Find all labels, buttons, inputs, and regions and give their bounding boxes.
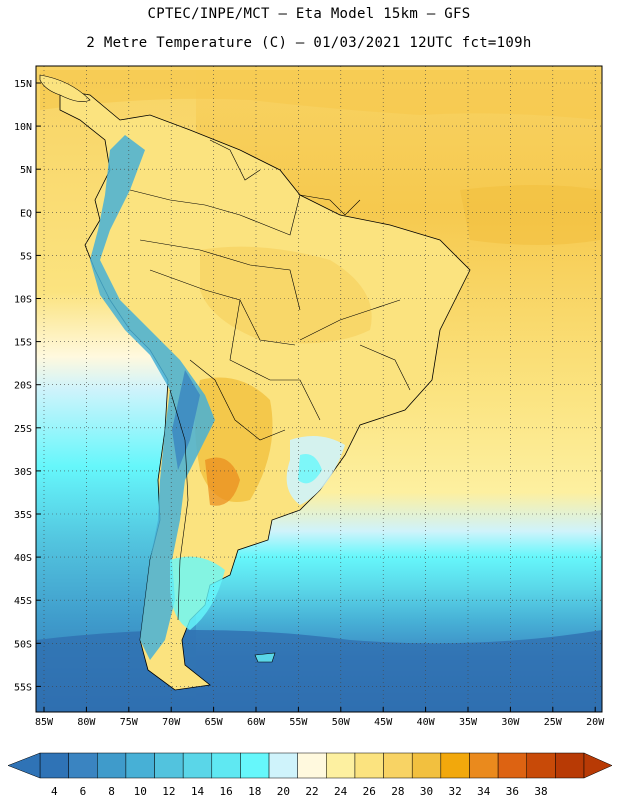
lon-label: 40W — [417, 717, 436, 728]
colorbar-swatch — [469, 752, 499, 779]
colorbar-swatch — [268, 752, 298, 779]
warm-north-band — [40, 70, 600, 120]
colorbar-swatch — [440, 752, 470, 779]
lat-label: 10S — [14, 295, 32, 306]
colorbar-label: 32 — [449, 785, 462, 798]
colorbar-swatch — [154, 752, 184, 779]
colorbar-label: 26 — [363, 785, 376, 798]
andes-highest — [172, 370, 200, 470]
lat-label: 10N — [14, 122, 32, 133]
colorbar-swatch — [211, 752, 241, 779]
cold-southern-band — [36, 630, 602, 712]
country-borders — [129, 139, 411, 621]
colorbar-swatch — [383, 752, 413, 779]
map-gridlines — [36, 66, 602, 712]
uruguay-cool — [298, 454, 322, 484]
hot-spot-argentina — [205, 457, 240, 506]
colorbar-label: 18 — [248, 785, 261, 798]
colorbar-swatch — [526, 752, 556, 779]
colorbar-low-arrow — [7, 752, 41, 779]
colorbar-swatch — [240, 752, 270, 779]
lon-label: 85W — [35, 717, 54, 728]
colorbar-label: 28 — [391, 785, 404, 798]
lon-label: 35W — [459, 717, 478, 728]
lon-label: 20W — [586, 717, 605, 728]
patagonia-cool — [170, 556, 225, 630]
lat-label: 30S — [14, 467, 32, 478]
lat-label: 20S — [14, 381, 32, 392]
lat-label: EQ — [20, 208, 32, 219]
colorbar-label: 38 — [534, 785, 547, 798]
lon-label: 25W — [544, 717, 563, 728]
map-title-line2: 2 Metre Temperature (C) – 01/03/2021 12U… — [86, 35, 532, 51]
colorbar-label: 12 — [162, 785, 175, 798]
temperature-colorbar: 4 6 8 10 12 14 16 18 20 22 24 26 28 30 32 34 36 38 — [7, 752, 613, 798]
central-america-land — [39, 74, 91, 102]
lat-label: 5S — [20, 251, 32, 262]
colorbar-label: 22 — [305, 785, 318, 798]
colorbar-swatch — [125, 752, 155, 779]
lon-label: 55W — [289, 717, 308, 728]
lat-label: 50S — [14, 639, 32, 650]
lon-label: 65W — [205, 717, 224, 728]
lat-label: 15S — [14, 338, 32, 349]
map-frame — [35, 65, 603, 713]
lat-label: 25S — [14, 424, 32, 435]
colorbar-label: 4 — [51, 785, 58, 798]
lat-label: 40S — [14, 553, 32, 564]
colorbar-swatch — [39, 752, 69, 779]
lon-label: 80W — [77, 717, 96, 728]
colorbar-swatch — [326, 752, 356, 779]
lon-label: 75W — [120, 717, 139, 728]
longitude-axis-labels: 85W 80W 75W 70W 65W 60W 55W 50W 45W 40W 35W 30W 25W 2… — [35, 717, 605, 728]
lon-label: 70W — [162, 717, 181, 728]
lat-label: 55S — [14, 682, 32, 693]
colorbar-swatch — [97, 752, 127, 779]
colorbar-swatch — [555, 752, 585, 779]
colorbar-label: 34 — [477, 785, 491, 798]
colorbar-label: 14 — [191, 785, 205, 798]
colorbar-label: 20 — [277, 785, 290, 798]
warm-atlantic-patch — [460, 185, 600, 245]
colorbar-high-arrow — [583, 752, 613, 779]
lat-label: 15N — [14, 79, 32, 90]
colorbar-swatch — [497, 752, 527, 779]
lon-label: 45W — [374, 717, 393, 728]
colorbar-swatch — [297, 752, 327, 779]
colorbar-label: 10 — [134, 785, 147, 798]
map-title-line1: CPTEC/INPE/MCT – Eta Model 15km – GFS — [147, 6, 471, 22]
colorbar-swatch — [68, 752, 98, 779]
colorbar-label: 24 — [334, 785, 348, 798]
colorbar-label: 36 — [506, 785, 519, 798]
colorbar-label: 30 — [420, 785, 433, 798]
colorbar-label: 8 — [108, 785, 115, 798]
colorbar-label: 6 — [80, 785, 87, 798]
colorbar-swatch — [411, 752, 442, 779]
colorbar-swatch — [182, 752, 213, 779]
warm-interior-amazon — [200, 246, 372, 344]
lat-label: 5N — [20, 165, 32, 176]
latitude-axis-labels: 15N 10N 5N EQ 5S 10S 15S 20S 25S 30S 35S 40S 45S 50S 5… — [14, 79, 32, 693]
falklands-land — [254, 652, 276, 663]
lat-label: 35S — [14, 510, 32, 521]
colorbar-swatch — [354, 752, 384, 779]
map-field — [36, 66, 602, 712]
lon-label: 50W — [332, 717, 351, 728]
lat-label: 45S — [14, 596, 32, 607]
lon-label: 60W — [247, 717, 266, 728]
lon-label: 30W — [501, 717, 520, 728]
colorbar-label: 16 — [219, 785, 232, 798]
